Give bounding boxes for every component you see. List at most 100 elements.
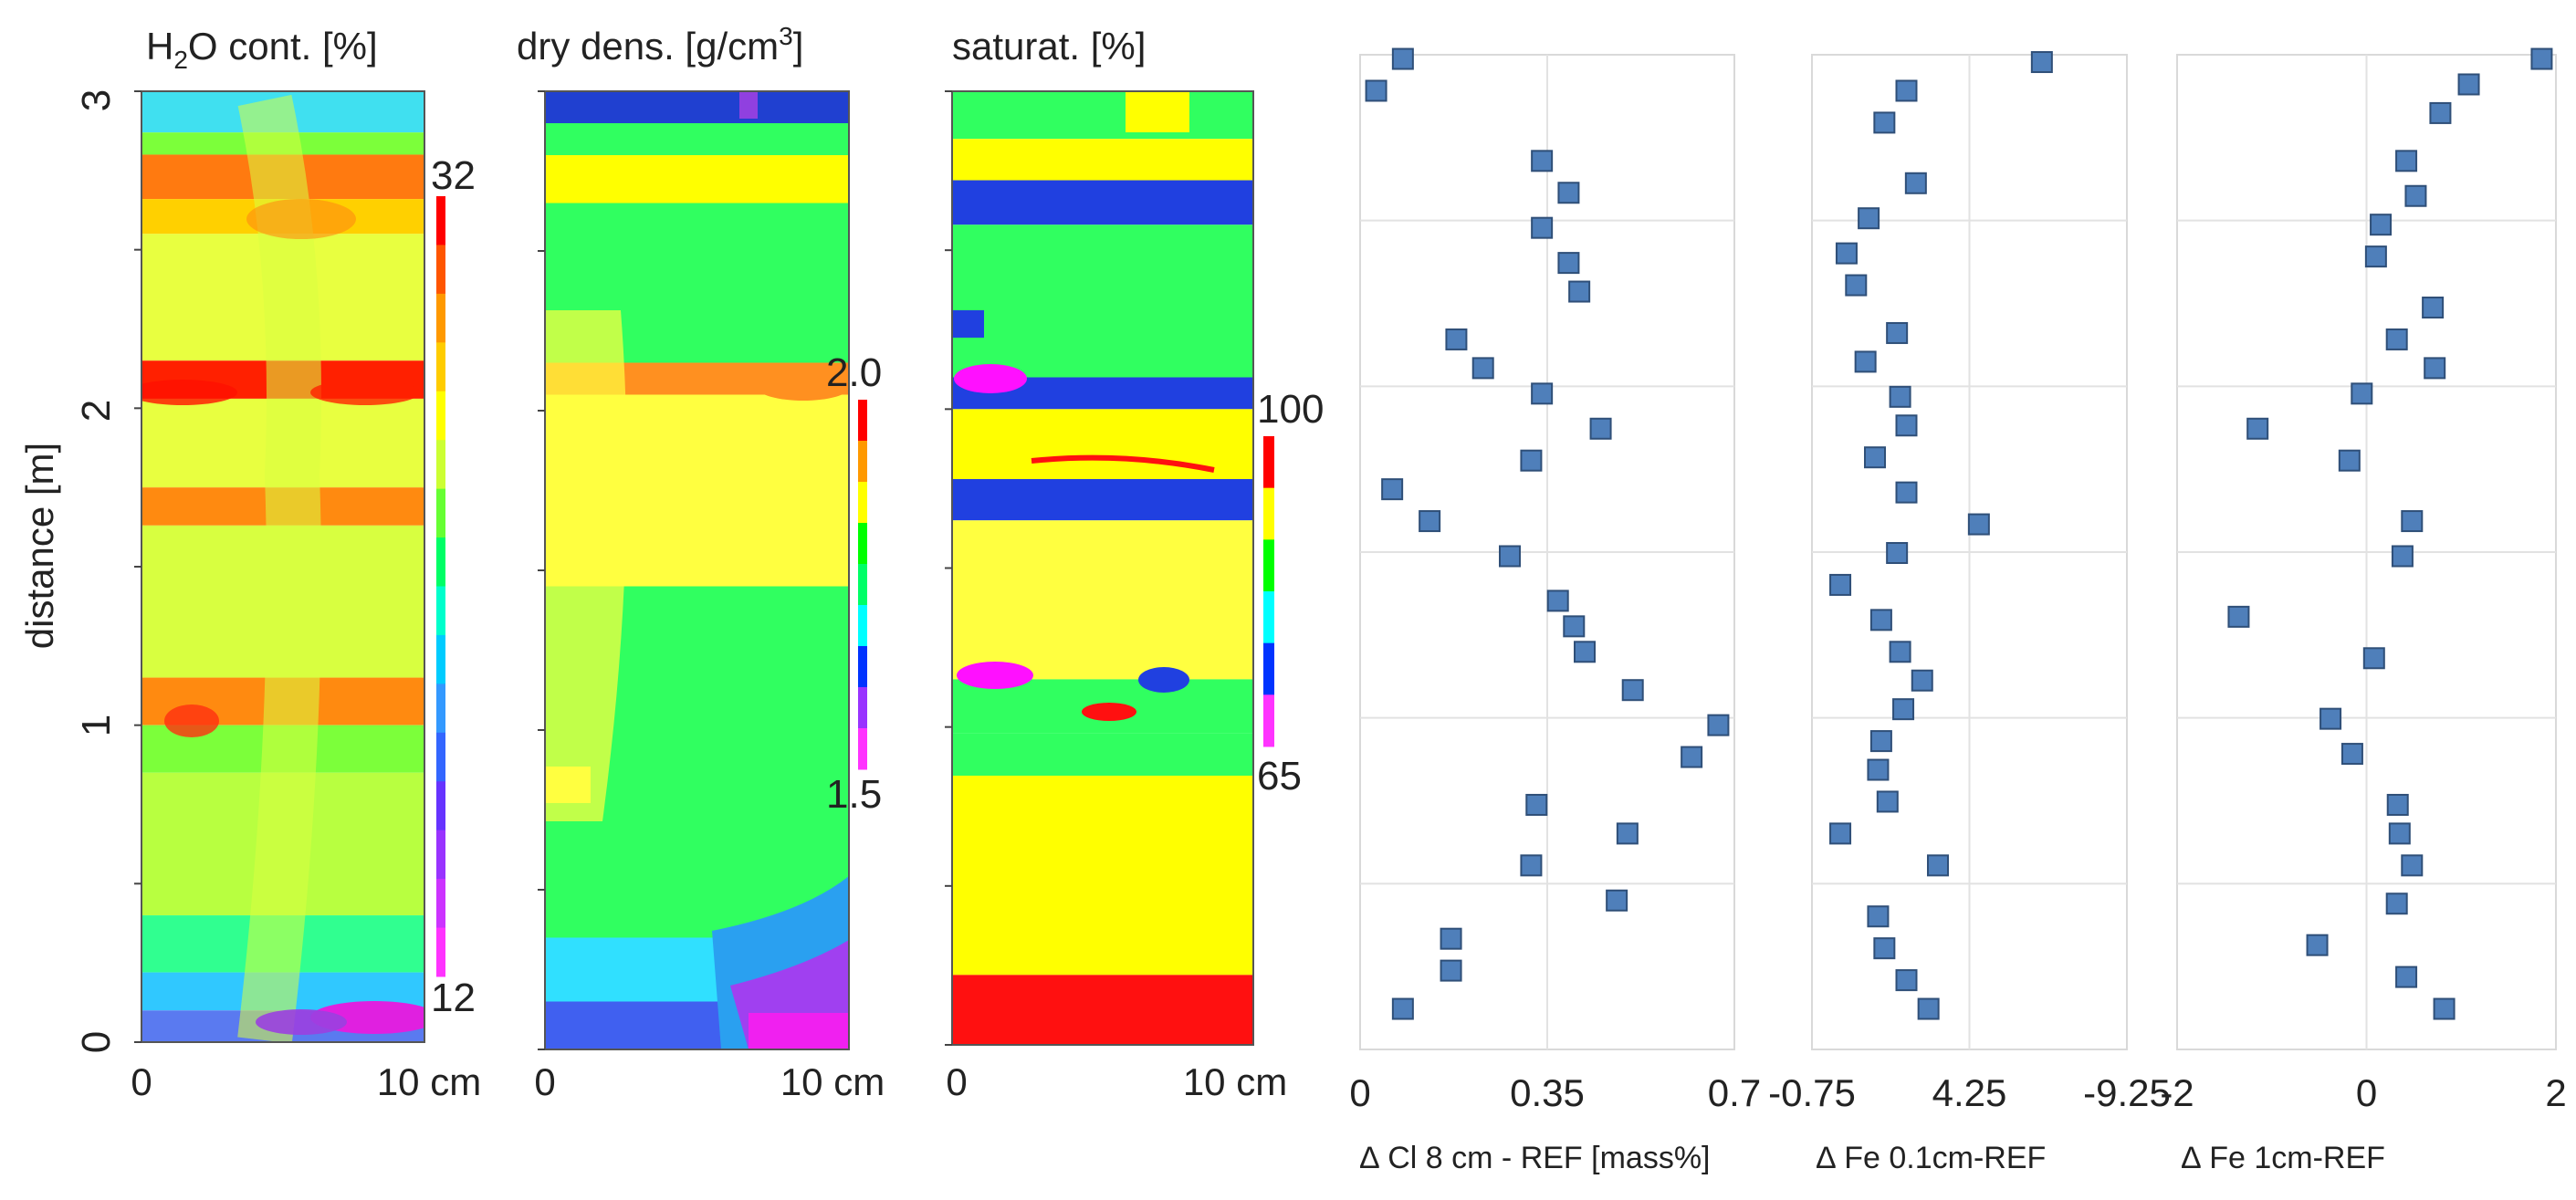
data-point-21 [2404, 184, 2427, 207]
map-ticks [538, 90, 545, 1050]
data-point-15 [2351, 382, 2373, 405]
map-band-0 [545, 91, 849, 123]
colorbar-swatch-7 [436, 537, 445, 587]
map-detail [952, 91, 1253, 776]
data-point-4 [1927, 854, 1949, 877]
data-point-12 [1546, 590, 1569, 612]
data-point-17 [1864, 446, 1886, 469]
data-point-21 [1568, 280, 1591, 303]
colorbar-swatch-0 [436, 196, 445, 245]
x-tick-end: 10 cm [1183, 1060, 1287, 1103]
data-point-6 [1525, 793, 1548, 816]
data-point-2 [1873, 937, 1896, 960]
data-point-14 [1886, 542, 1909, 564]
colorbar-swatch-8 [436, 586, 445, 636]
y-axis: 0 1 2 3 [74, 89, 119, 1053]
colorbar-swatch-2 [436, 293, 445, 343]
colorbar-max-label: 2.0 [826, 350, 882, 395]
dry-density-map: dry dens. [g/cm3] 2.0 1.5 0 10 cm [517, 22, 885, 1103]
colorbar-min-label: 1.5 [826, 772, 882, 817]
colorbar-swatch-0 [1263, 436, 1274, 489]
data-point-17 [1589, 417, 1612, 440]
map-title: saturat. [%] [952, 25, 1146, 68]
x-tick-start: 0 [534, 1060, 555, 1103]
saturation-map: saturat. [%] 100 65 0 10 cm [945, 25, 1324, 1103]
x-axis-label: ∆ Fe 1cm-REF [2182, 1141, 2385, 1175]
data-point-7 [2340, 743, 2363, 766]
water-content-map: H2O cont. [%] 32 12 0 10 cm [131, 25, 481, 1103]
colorbar-swatch-1 [1263, 487, 1274, 540]
data-point-6 [1876, 790, 1899, 813]
map-bands [952, 91, 1253, 1045]
map-band-2 [545, 155, 849, 203]
data-point-4 [1520, 854, 1543, 877]
map-band-6 [952, 478, 1253, 521]
data-point-1 [1440, 959, 1462, 982]
colorbar-min-label: 65 [1257, 754, 1302, 798]
data-point-27 [1391, 47, 1414, 70]
x-tick-label-2: 0.7 [1708, 1071, 1761, 1114]
map-detail [545, 91, 849, 1049]
x-tick-end: 10 cm [780, 1060, 885, 1103]
map-band-0 [952, 91, 1253, 140]
data-point-23 [1531, 216, 1554, 239]
x-tick-label-1: 4.25 [1932, 1071, 2007, 1114]
data-point-22 [2395, 150, 2418, 172]
colorbar-min-label: 12 [431, 976, 476, 1020]
x-tick-label-0: -0.75 [1768, 1071, 1856, 1114]
data-point-1 [2395, 965, 2418, 988]
colorbar [858, 400, 867, 770]
data-point-1 [1895, 969, 1918, 992]
data-point-27 [1895, 79, 1918, 102]
x-tick-label-2: 2 [2545, 1071, 2566, 1114]
colorbar-swatch-7 [858, 687, 867, 729]
data-point-12 [2401, 510, 2424, 533]
y-tick-3: 3 [74, 89, 119, 111]
data-point-19 [2364, 245, 2387, 268]
data-point-9 [1621, 679, 1644, 702]
data-point-19 [1889, 385, 1911, 408]
x-tick-end: 10 cm [377, 1060, 481, 1103]
data-point-0 [1391, 997, 1414, 1020]
data-point-22 [1845, 274, 1868, 297]
data-point-20 [1854, 350, 1877, 373]
data-point-2 [2306, 934, 2329, 956]
data-point-8 [2319, 707, 2342, 730]
data-point-23 [1835, 242, 1858, 265]
map-detail [141, 94, 424, 1042]
map-ticks [134, 90, 141, 1043]
data-point-14 [2246, 417, 2269, 440]
x-tick-label-0: 0 [1349, 1071, 1370, 1114]
colorbar-swatch-13 [436, 830, 445, 880]
data-point-12 [1869, 609, 1892, 631]
data-point-8 [1869, 730, 1892, 753]
y-axis-label: distance [m] [18, 443, 61, 649]
y-tick-1: 1 [74, 715, 119, 736]
data-point-17 [2385, 328, 2408, 350]
data-point-11 [2391, 545, 2414, 568]
data-point-24 [1858, 207, 1880, 230]
data-point-2 [1440, 927, 1462, 950]
data-point-5 [1616, 822, 1639, 845]
data-point-0 [1917, 997, 1940, 1020]
data-point-15 [1381, 478, 1404, 501]
map-band-11 [952, 975, 1253, 1045]
data-point-11 [1889, 641, 1911, 663]
data-point-25 [2530, 47, 2553, 70]
data-point-11 [1563, 615, 1586, 638]
x-tick-label-1: 0 [2356, 1071, 2377, 1114]
map-title: H2O cont. [%] [146, 25, 378, 74]
data-point-7 [1867, 758, 1890, 781]
colorbar-swatch-6 [436, 488, 445, 538]
data-point-24 [1557, 182, 1580, 204]
data-point-10 [1574, 641, 1596, 663]
data-point-15 [1967, 513, 1990, 536]
colorbar-swatch-4 [436, 391, 445, 441]
data-point-7 [1681, 746, 1703, 768]
data-point-6 [2386, 793, 2409, 816]
y-tick-2: 2 [74, 400, 119, 422]
data-point-13 [1499, 545, 1521, 568]
data-point-10 [1911, 669, 1933, 692]
map-ticks [945, 90, 952, 1046]
colorbar-swatch-2 [1263, 539, 1274, 592]
